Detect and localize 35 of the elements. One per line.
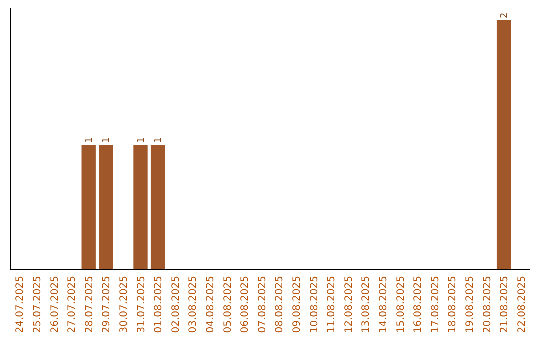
data-label: 1 bbox=[102, 138, 112, 144]
x-tick-label: 16.08.2025 bbox=[413, 276, 424, 334]
x-tick-label: 18.08.2025 bbox=[448, 276, 459, 334]
x-tick-label: 03.08.2025 bbox=[188, 276, 200, 334]
x-tick-label: 08.08.2025 bbox=[274, 276, 286, 334]
x-tick-label: 28.07.2025 bbox=[84, 276, 96, 334]
x-tick-label: 05.08.2025 bbox=[222, 276, 234, 334]
x-tick-label: 14.08.2025 bbox=[378, 276, 390, 334]
x-tick-label: 15.08.2025 bbox=[396, 276, 407, 334]
x-tick-label: 25.07.2025 bbox=[32, 276, 44, 334]
x-tick-label: 13.08.2025 bbox=[361, 276, 372, 334]
x-tick-label: 21.08.2025 bbox=[500, 276, 511, 334]
x-tick-label: 17.08.2025 bbox=[430, 276, 442, 334]
data-label: 1 bbox=[84, 138, 95, 144]
x-tick-label: 04.08.2025 bbox=[205, 276, 216, 334]
x-tick-label: 06.08.2025 bbox=[240, 276, 252, 334]
x-tick-label: 19.08.2025 bbox=[464, 276, 476, 334]
x-tick-label: 30.07.2025 bbox=[118, 276, 130, 334]
x-tick-label: 26.07.2025 bbox=[50, 276, 61, 334]
x-tick-label: 20.08.2025 bbox=[482, 276, 494, 334]
x-tick-label: 22.08.2025 bbox=[516, 276, 528, 334]
data-label: 2 bbox=[500, 12, 510, 18]
x-tick-label: 07.08.2025 bbox=[257, 276, 268, 334]
x-tick-label: 09.08.2025 bbox=[292, 276, 303, 334]
x-tick-label: 01.08.2025 bbox=[154, 276, 165, 334]
x-tick-label: 02.08.2025 bbox=[170, 276, 182, 334]
x-tick-label: 11.08.2025 bbox=[326, 276, 338, 334]
x-tick-label: 31.07.2025 bbox=[136, 276, 148, 334]
data-label: 1 bbox=[154, 138, 164, 144]
x-tick-label: 27.07.2025 bbox=[67, 276, 78, 334]
data-label: 1 bbox=[136, 138, 147, 144]
x-tick-label: 24.07.2025 bbox=[15, 276, 26, 334]
x-tick-label: 12.08.2025 bbox=[344, 276, 355, 334]
x-tick-label: 10.08.2025 bbox=[309, 276, 320, 334]
x-tick-label: 29.07.2025 bbox=[102, 276, 113, 334]
